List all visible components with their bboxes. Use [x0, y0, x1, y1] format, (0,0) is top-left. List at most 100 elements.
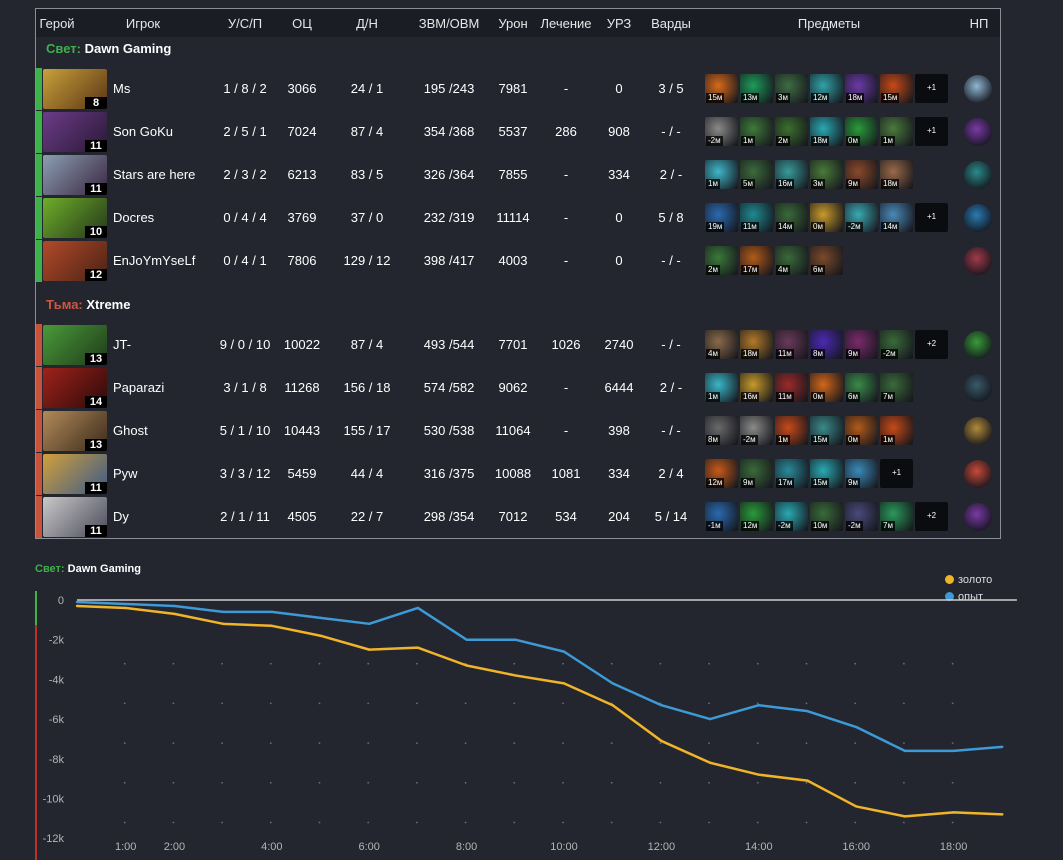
more-items-badge[interactable]: +1	[915, 203, 948, 232]
neutral-item-icon[interactable]	[964, 460, 992, 488]
gold-point[interactable]	[368, 648, 371, 651]
player-name[interactable]: Pyw	[113, 466, 138, 481]
player-name[interactable]: Dy	[113, 509, 129, 524]
item-icon[interactable]: 17м	[740, 246, 773, 275]
item-icon[interactable]: 11м	[740, 203, 773, 232]
item-icon[interactable]: -2м	[880, 330, 913, 359]
header-lh-dn[interactable]: Д/Н	[356, 16, 378, 31]
item-icon[interactable]: 2м	[775, 117, 808, 146]
player-name[interactable]: Ms	[113, 81, 131, 96]
xp-point[interactable]	[319, 616, 322, 620]
neutral-item-icon[interactable]	[964, 417, 992, 445]
xp-point[interactable]	[562, 650, 566, 653]
more-items-badge[interactable]: +2	[915, 502, 948, 531]
item-icon[interactable]: 15м	[705, 74, 738, 103]
player-row[interactable]: 14 Paparazi 3 / 1 / 8 11268 156 / 18 574 /582…	[36, 367, 1000, 409]
item-icon[interactable]: 9м	[845, 330, 878, 359]
item-icon[interactable]: -1м	[705, 502, 738, 531]
gold-point[interactable]	[270, 624, 273, 628]
gold-point[interactable]	[514, 674, 517, 677]
player-row[interactable]: 11 Dy 2 / 1 / 11 4505 22 / 7 298 /354 7012 534 2…	[36, 496, 1000, 538]
item-icon[interactable]: 12м	[740, 502, 773, 531]
item-icon[interactable]: 15м	[810, 416, 843, 445]
item-icon[interactable]: 18м	[810, 117, 843, 146]
item-icon[interactable]: -2м	[845, 203, 878, 232]
hero-portrait[interactable]: 11	[43, 497, 107, 537]
gold-series-line[interactable]	[76, 604, 1003, 818]
item-icon[interactable]: 4м	[705, 330, 738, 359]
neutral-item-icon[interactable]	[964, 118, 992, 146]
player-row[interactable]: 13 Ghost 5 / 1 / 10 10443 155 / 17 530 /538 11…	[36, 410, 1000, 452]
xp-series-line[interactable]	[76, 600, 1003, 753]
neutral-item-icon[interactable]	[964, 503, 992, 531]
more-items-badge[interactable]: +1	[880, 459, 913, 488]
item-icon[interactable]: 14м	[775, 203, 808, 232]
item-icon[interactable]: 7м	[880, 502, 913, 531]
header-wards[interactable]: Варды	[651, 16, 691, 31]
gold-point[interactable]	[1001, 813, 1004, 816]
xp-point[interactable]	[952, 749, 955, 753]
item-icon[interactable]: 5м	[740, 160, 773, 189]
gold-point[interactable]	[465, 664, 468, 667]
item-icon[interactable]: 18м	[880, 160, 913, 189]
player-name[interactable]: Docres	[113, 210, 155, 225]
xp-point[interactable]	[368, 622, 371, 626]
item-icon[interactable]: 12м	[705, 459, 738, 488]
header-networth[interactable]: ОЦ	[292, 16, 312, 31]
item-icon[interactable]: 14м	[880, 203, 913, 232]
gold-point[interactable]	[416, 646, 420, 649]
header-gpm-xpm[interactable]: ЗВМ/ОВМ	[418, 16, 480, 31]
gold-point[interactable]	[660, 739, 663, 743]
header-player[interactable]: Игрок	[125, 16, 161, 31]
item-icon[interactable]: 3м	[775, 74, 808, 103]
neutral-item-icon[interactable]	[964, 374, 992, 402]
gold-point[interactable]	[855, 805, 858, 808]
item-icon[interactable]: -2м	[775, 502, 808, 531]
item-icon[interactable]: 2м	[705, 246, 738, 275]
hero-portrait[interactable]: 13	[43, 411, 107, 451]
item-icon[interactable]: 1м	[880, 117, 913, 146]
item-icon[interactable]: 11м	[775, 373, 808, 402]
legend-gold[interactable]: золото	[945, 574, 992, 586]
hero-portrait[interactable]: 14	[43, 368, 107, 408]
header-healing[interactable]: Лечение	[540, 16, 592, 31]
header-kda[interactable]: У/С/П	[227, 16, 263, 31]
player-row[interactable]: 12 EnJoYmYseLf 0 / 4 / 1 7806 129 / 12 398 /4…	[36, 240, 1000, 282]
gold-point[interactable]	[806, 779, 809, 782]
xp-point[interactable]	[465, 638, 468, 641]
hero-portrait[interactable]: 12	[43, 241, 107, 281]
player-row[interactable]: 11 Son GoKu 2 / 5 / 1 7024 87 / 4 354 /368 553…	[36, 111, 1000, 153]
gold-point[interactable]	[708, 761, 712, 764]
item-icon[interactable]: 12м	[810, 74, 843, 103]
item-icon[interactable]: 15м	[880, 74, 913, 103]
player-row[interactable]: 13 JT- 9 / 0 / 10 10022 87 / 4 493 /544 7701 10…	[36, 324, 1000, 366]
xp-point[interactable]	[611, 682, 614, 685]
item-icon[interactable]: 6м	[845, 373, 878, 402]
hero-portrait[interactable]: 11	[43, 155, 107, 195]
xp-point[interactable]	[806, 709, 809, 713]
xp-point[interactable]	[416, 606, 420, 610]
item-icon[interactable]: 15м	[810, 459, 843, 488]
neutral-item-icon[interactable]	[964, 204, 992, 232]
item-icon[interactable]: 1м	[705, 160, 738, 189]
neutral-item-icon[interactable]	[964, 331, 992, 359]
gold-point[interactable]	[173, 612, 176, 616]
xp-point[interactable]	[757, 704, 760, 707]
item-icon[interactable]: 8м	[705, 416, 738, 445]
xp-point[interactable]	[708, 717, 712, 721]
item-icon[interactable]: 7м	[880, 373, 913, 402]
gold-point[interactable]	[611, 704, 614, 707]
item-icon[interactable]: 9м	[740, 459, 773, 488]
neutral-item-icon[interactable]	[964, 75, 992, 103]
player-name[interactable]: JT-	[113, 337, 132, 352]
gold-point[interactable]	[952, 811, 955, 814]
item-icon[interactable]: 0м	[810, 203, 843, 232]
player-name[interactable]: EnJoYmYseLf	[113, 253, 196, 268]
item-icon[interactable]: 19м	[705, 203, 738, 232]
item-icon[interactable]: 16м	[775, 160, 808, 189]
item-icon[interactable]: 17м	[775, 459, 808, 488]
player-row[interactable]: 11 Stars are here 2 / 3 / 2 6213 83 / 5 326 /…	[36, 154, 1000, 196]
item-icon[interactable]: 11м	[775, 330, 808, 359]
more-items-badge[interactable]: +1	[915, 74, 948, 103]
item-icon[interactable]: 0м	[845, 416, 878, 445]
